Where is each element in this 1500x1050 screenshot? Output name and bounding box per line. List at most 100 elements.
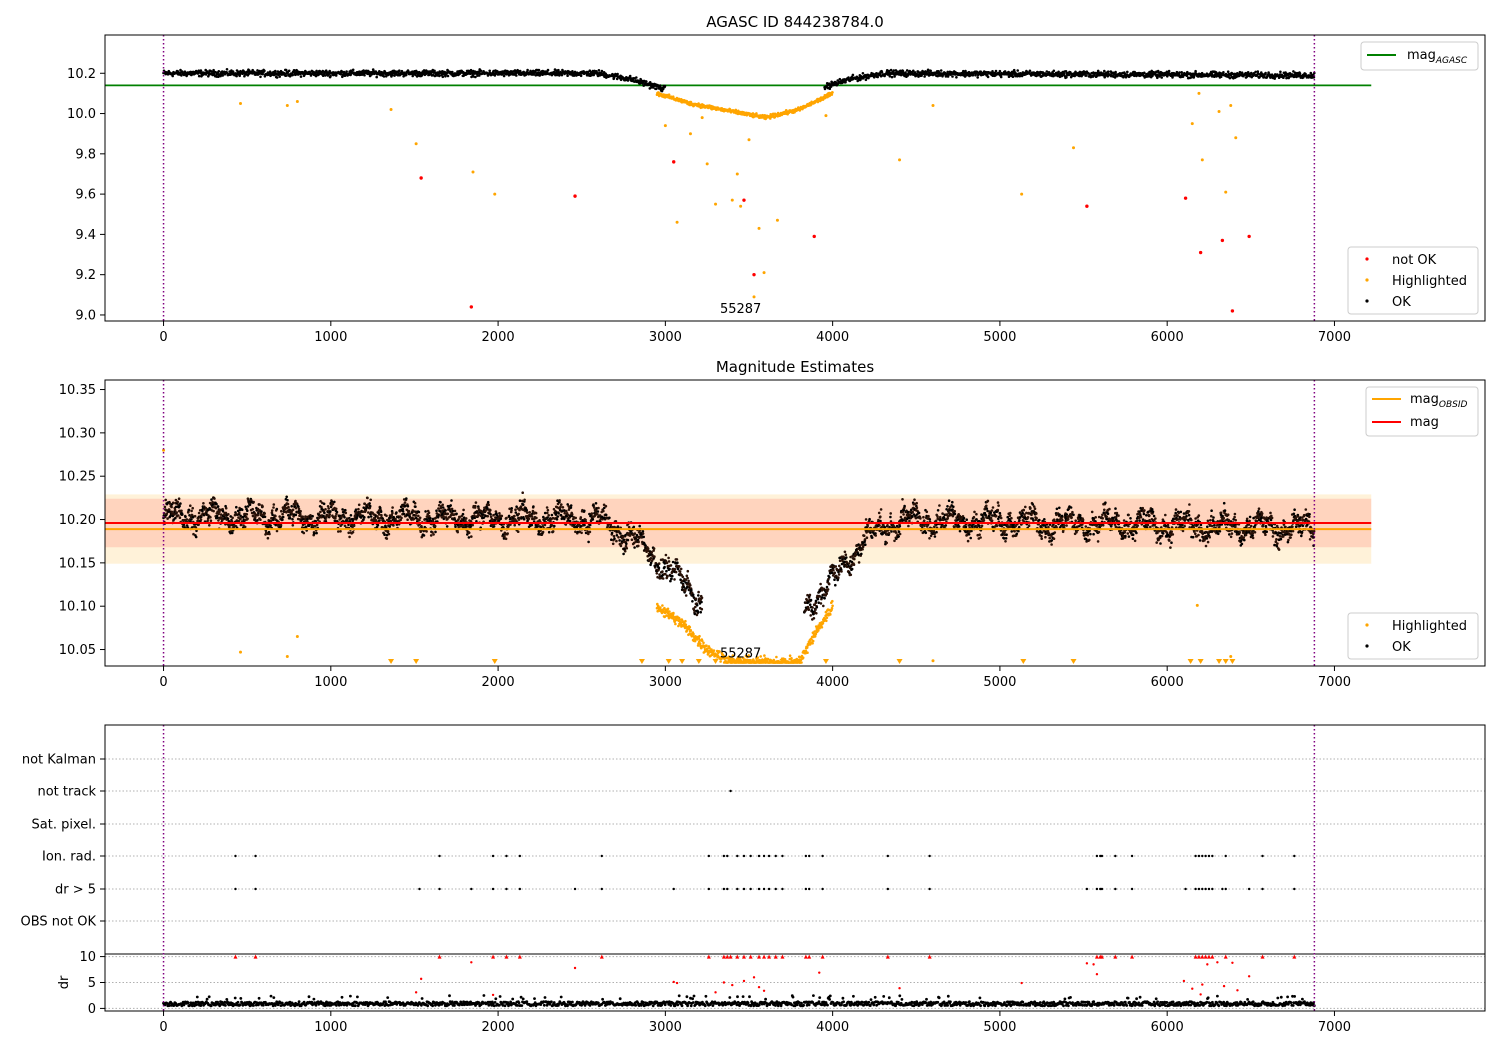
ok-point — [366, 496, 369, 500]
ok-point — [425, 530, 428, 533]
ok-point — [687, 579, 690, 583]
ok-point — [635, 76, 638, 79]
ok-point — [414, 514, 418, 517]
ok-point — [435, 509, 438, 512]
ok-point — [671, 560, 675, 564]
ok-point — [809, 598, 813, 602]
ok-point — [219, 74, 222, 78]
ok-point — [545, 506, 549, 509]
ok-point — [467, 531, 471, 535]
ok-point — [664, 553, 668, 557]
ok-point — [197, 511, 201, 515]
ok-point — [521, 503, 525, 507]
ok-point — [526, 68, 529, 72]
y-tick-label: 9.2 — [75, 268, 96, 283]
highlighted-point — [705, 162, 709, 166]
highlighted-point — [389, 108, 393, 112]
ok-point — [619, 544, 623, 548]
ok-point — [206, 519, 209, 523]
legend-not-ok-label: not OK — [1392, 253, 1437, 268]
highlighted-point — [663, 124, 667, 128]
ok-point — [838, 77, 842, 81]
ok-point — [673, 578, 676, 581]
ok-point — [633, 546, 636, 549]
highlighted-point — [1020, 192, 1024, 196]
ok-point — [1106, 70, 1110, 73]
ok-point — [666, 575, 669, 578]
ok-point — [339, 530, 342, 533]
ok-point — [558, 499, 561, 502]
ok-point — [951, 75, 954, 78]
ok-point — [522, 517, 526, 521]
ok-point — [281, 515, 285, 519]
ok-point — [657, 566, 661, 570]
ok-point — [663, 565, 666, 569]
ok-point — [461, 512, 465, 516]
ok-point — [535, 68, 539, 72]
ok-point — [383, 533, 386, 536]
ok-point — [836, 79, 839, 82]
ok-point — [513, 514, 516, 518]
ok-point — [323, 511, 326, 515]
ok-point — [541, 530, 545, 534]
ok-point — [299, 512, 302, 516]
ok-point — [829, 85, 833, 88]
ok-point — [523, 498, 526, 502]
highlighted-point — [1190, 122, 1194, 126]
ok-point — [392, 524, 395, 527]
not-ok-point — [1085, 204, 1089, 208]
ok-point — [208, 524, 211, 527]
ok-point — [588, 523, 592, 527]
ok-point — [444, 509, 447, 512]
agasc-legend-bottom: not OK Highlighted OK — [1347, 246, 1479, 315]
ok-point — [201, 509, 204, 513]
ok-point — [608, 516, 611, 520]
ok-point — [163, 505, 167, 509]
highlighted-point — [688, 132, 692, 136]
highlighted-point — [667, 93, 671, 96]
ok-point — [268, 70, 272, 73]
ok-point — [600, 69, 604, 73]
ok-point — [530, 523, 534, 527]
agasc-magnitude-panel: 0 1000 2000 3000 4000 5000 6000 70009.09.29.49.… — [67, 13, 1486, 345]
ok-point — [579, 516, 583, 519]
ok-point — [394, 517, 397, 521]
agasc-obsid-label: 55287 — [720, 302, 761, 317]
ok-point — [406, 518, 409, 521]
agasc-chart-title: AGASC ID 844238784.0 — [706, 13, 884, 31]
ok-point — [400, 516, 403, 520]
ok-point — [649, 557, 653, 560]
ok-point — [694, 605, 697, 609]
ok-point — [258, 503, 261, 506]
ok-point — [324, 508, 327, 511]
ok-point — [479, 69, 483, 73]
ok-point — [816, 597, 820, 601]
ok-point — [955, 76, 958, 79]
legend-ok-label: OK — [1392, 295, 1411, 310]
x-tick-label: 7000 — [1318, 330, 1351, 345]
ok-point — [557, 512, 560, 515]
ok-point — [986, 75, 990, 79]
not-ok-point — [672, 160, 676, 164]
highlighted-point — [675, 220, 679, 224]
ok-point — [376, 523, 380, 527]
ok-point — [175, 511, 178, 514]
ok-point — [526, 511, 529, 514]
ok-point — [167, 508, 171, 511]
ok-point — [890, 75, 894, 79]
ok-point — [260, 510, 263, 513]
ok-point — [500, 514, 504, 518]
ok-point — [334, 514, 337, 518]
ok-point — [284, 68, 288, 72]
ok-point — [657, 562, 661, 565]
ok-point — [294, 513, 298, 517]
ok-point — [274, 69, 277, 73]
ok-point — [696, 610, 700, 614]
highlighted-point — [1197, 91, 1201, 95]
ok-point — [245, 513, 249, 516]
ok-point — [212, 68, 215, 72]
ok-point — [573, 70, 577, 74]
ok-point — [231, 531, 234, 535]
ok-point — [345, 517, 349, 520]
